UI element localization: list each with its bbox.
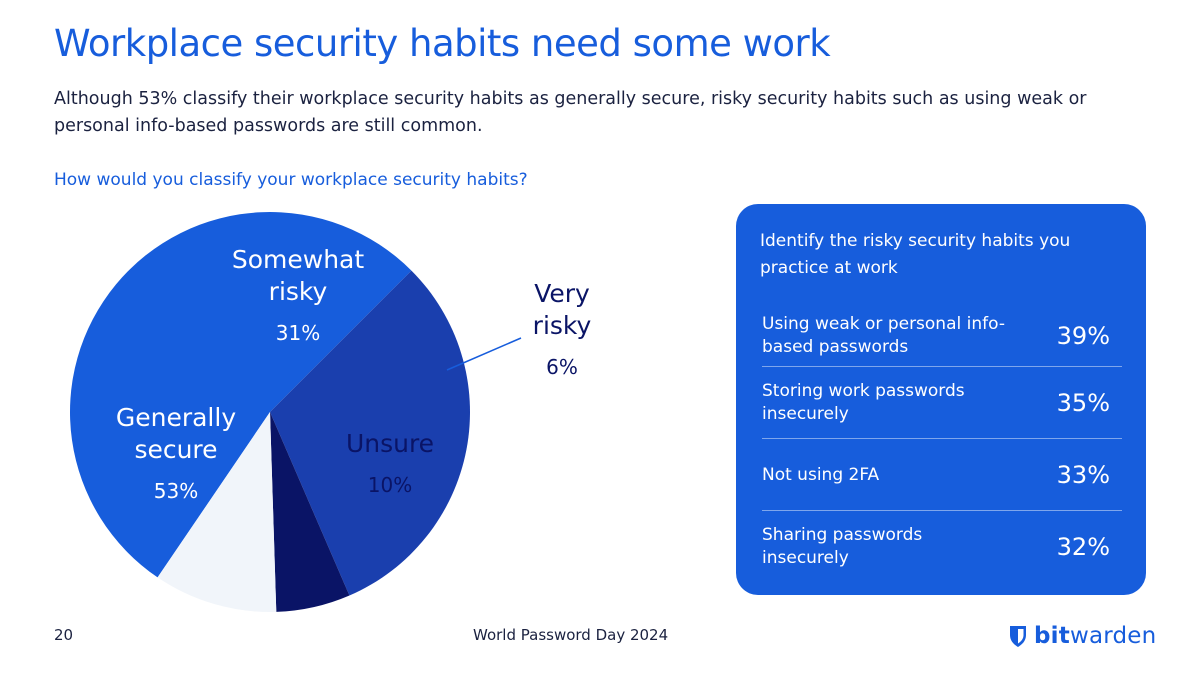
habit-percentage: 32% [1056,533,1110,561]
pie-slice [270,270,470,596]
page-subtitle: Although 53% classify their workplace se… [54,89,1087,136]
pie-slice-value: 31% [276,321,320,345]
habit-percentage: 33% [1056,461,1110,489]
pie-slice-value: 53% [154,479,198,503]
panel-title: Identify the risky security habits you p… [760,231,1071,278]
habit-row: Storing work passwords insecurely 35% [762,366,1122,439]
shield-icon [1010,626,1026,647]
page-number: 20 [54,626,74,644]
very-risky-leader-line [446,337,522,371]
logo-wordmark-bold: bit [1034,623,1070,649]
habit-label: Sharing passwords insecurely [762,525,923,568]
habit-percentage: 35% [1056,389,1110,417]
pie-slice-value: 10% [368,473,412,497]
pie-slice [270,412,350,612]
pie-slice-label: Very [534,279,590,308]
pie-slice [70,212,412,578]
footer-caption: World Password Day 2024 [473,626,669,644]
habit-label: Using weak or personal info-based passwo… [762,314,1005,357]
habit-row: Not using 2FA 33% [762,438,1122,511]
pie-slice-label: Somewhat [232,245,365,274]
pie-slice [157,412,277,612]
pie-slice-label: risky [269,277,328,306]
pie-slice-value: 6% [546,355,578,379]
page-title: Workplace security habits need some work [54,22,831,65]
pie-slice-label: risky [533,311,592,340]
chart-title: How would you classify your workplace se… [54,170,528,190]
pie-slice-label: secure [134,435,217,464]
logo-wordmark-rest: warden [1069,623,1157,649]
bitwarden-logo: bitwarden [1008,622,1156,650]
logo-wordmark: bitwarden [1034,623,1156,649]
pie-slice-label: Unsure [346,429,434,458]
habit-label: Not using 2FA [762,464,880,485]
habit-percentage: 39% [1056,322,1110,350]
habit-row: Using weak or personal info-based passwo… [762,300,1122,372]
pie-slice-label: Generally [116,403,236,432]
risky-habits-panel: Identify the risky security habits you p… [736,204,1146,595]
habit-row: Sharing passwords insecurely 32% [762,510,1122,583]
pie-chart: Generally secure 53% Somewhat risky 31% Very ri… [70,212,592,612]
habit-label: Storing work passwords insecurely [762,381,965,424]
